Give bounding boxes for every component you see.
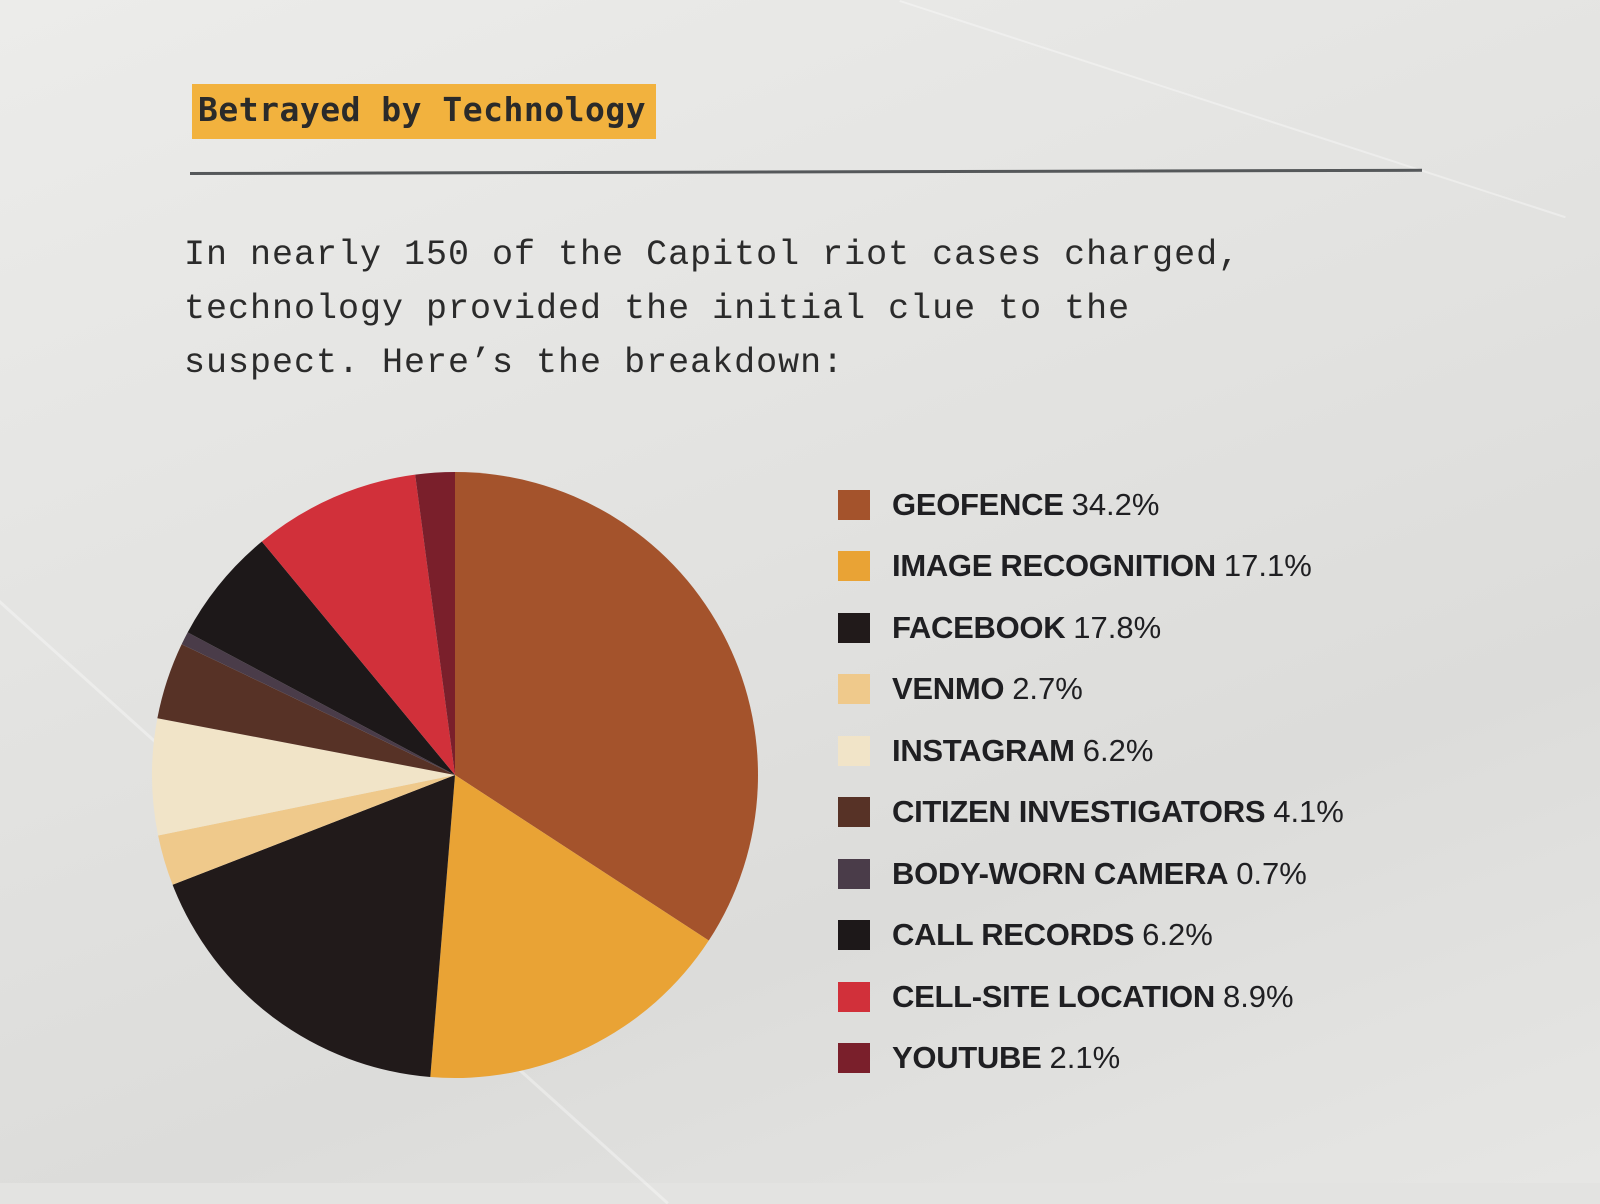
pie-slice-instagram — [152, 718, 455, 836]
legend-swatch — [838, 551, 870, 582]
legend-value: 4.1% — [1273, 794, 1344, 830]
section-kicker: Betrayed by Technology — [192, 84, 657, 139]
legend-item: VENMO 2.7% — [838, 659, 1578, 721]
legend-item: IMAGE RECOGNITION 17.1% — [838, 536, 1578, 598]
pie-slice-citizen-investigators — [157, 644, 456, 775]
legend-label: FACEBOOK — [892, 609, 1066, 645]
legend-value: 6.2% — [1082, 732, 1154, 768]
legend-value: 17.8% — [1073, 609, 1162, 645]
legend-item: BODY-WORN CAMERA 0.7% — [838, 843, 1578, 905]
legend-swatch — [838, 797, 870, 828]
pie-slice-body-worn-camera — [181, 632, 455, 775]
legend-value: 2.7% — [1012, 671, 1083, 707]
legend-label: IMAGE RECOGNITION — [892, 548, 1216, 584]
chart-legend: GEOFENCE 34.2% IMAGE RECOGNITION 17.1% FACEB… — [838, 474, 1578, 1089]
paper-crease — [899, 0, 1566, 219]
legend-value: 8.9% — [1222, 978, 1294, 1014]
legend-value: 2.1% — [1049, 1040, 1121, 1076]
legend-swatch — [838, 612, 870, 643]
legend-label: CELL-SITE LOCATION — [892, 978, 1215, 1014]
legend-value: 34.2% — [1071, 486, 1160, 522]
legend-label: VENMO — [892, 671, 1005, 707]
legend-item: YOUTUBE 2.1% — [838, 1028, 1578, 1090]
legend-swatch — [838, 735, 870, 766]
legend-value: 17.1% — [1223, 548, 1312, 584]
legend-swatch — [838, 858, 870, 889]
pie-slice-youtube — [415, 472, 455, 775]
legend-item: CITIZEN INVESTIGATORS 4.1% — [838, 782, 1578, 844]
legend-swatch — [838, 981, 870, 1012]
legend-swatch — [838, 674, 870, 705]
intro-text: In nearly 150 of the Capitol riot cases … — [184, 235, 1241, 383]
legend-label: CALL RECORDS — [892, 917, 1135, 953]
legend-item: FACEBOOK 17.8% — [838, 597, 1578, 659]
legend-value: 6.2% — [1142, 917, 1213, 953]
legend-item: INSTAGRAM 6.2% — [838, 720, 1578, 782]
pie-slice-geofence — [455, 472, 759, 941]
pie-slice-image-recognition — [430, 775, 709, 1078]
legend-swatch — [838, 489, 870, 520]
legend-label: YOUTUBE — [892, 1040, 1042, 1076]
legend-item: GEOFENCE 34.2% — [838, 474, 1578, 536]
legend-label: CITIZEN INVESTIGATORS — [892, 794, 1266, 830]
legend-label: GEOFENCE — [892, 486, 1064, 522]
pie-slice-venmo — [158, 775, 455, 885]
pie-slice-cell-site-location — [261, 474, 455, 775]
legend-swatch — [838, 1043, 870, 1074]
pie-slice-call-records — [187, 541, 455, 775]
legend-item: CALL RECORDS 6.2% — [838, 905, 1578, 967]
legend-item: CELL-SITE LOCATION 8.9% — [838, 966, 1578, 1028]
legend-value: 0.7% — [1236, 855, 1307, 891]
legend-label: INSTAGRAM — [892, 732, 1075, 768]
legend-label: BODY-WORN CAMERA — [892, 855, 1229, 891]
pie-slice-facebook — [172, 775, 455, 1077]
pie-chart — [152, 472, 759, 1078]
legend-swatch — [838, 920, 870, 951]
